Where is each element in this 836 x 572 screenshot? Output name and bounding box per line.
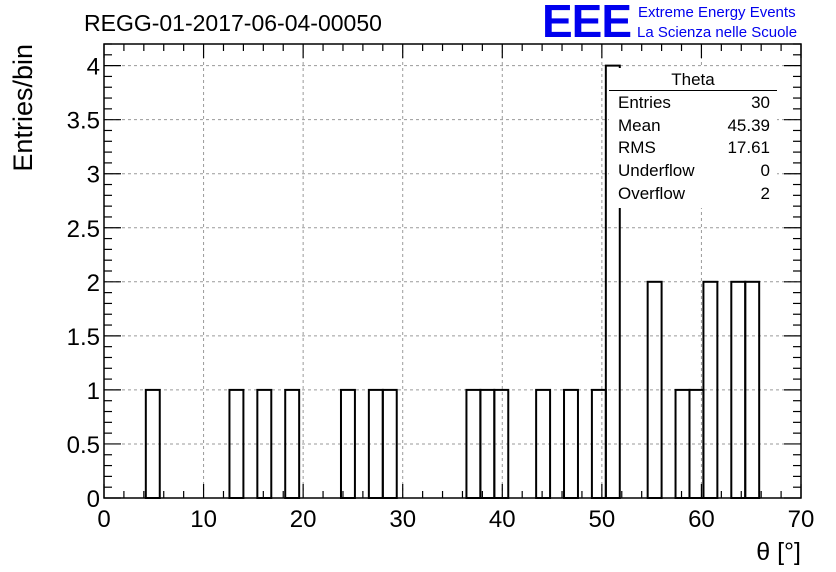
y-tick-label: 2 [87, 270, 100, 297]
y-tick-label: 2.5 [67, 216, 100, 243]
y-tick-label: 1.5 [67, 324, 100, 351]
x-tick-label: 10 [190, 506, 217, 533]
stat-row-underflow: Underflow 0 [618, 161, 770, 183]
stat-label: RMS [618, 138, 656, 157]
stat-row-rms: RMS 17.61 [618, 138, 770, 160]
y-tick-label: 3.5 [67, 108, 100, 135]
stat-label: Underflow [618, 161, 695, 180]
x-tick-label: 60 [688, 506, 715, 533]
y-tick-label: 4 [87, 54, 100, 81]
stat-value: 30 [751, 93, 770, 112]
stat-label: Entries [618, 93, 671, 112]
stats-divider [609, 90, 777, 91]
x-tick-label: 0 [97, 506, 110, 533]
brand-name: Extreme Energy Events [638, 4, 796, 21]
histogram-bar [256, 388, 273, 499]
histogram-bar [646, 280, 663, 499]
x-tick-label: 20 [290, 506, 317, 533]
x-axis-label: θ [°] [756, 538, 801, 566]
stat-row-mean: Mean 45.39 [618, 116, 770, 138]
stat-label: Mean [618, 116, 661, 135]
y-tick-label: 0 [87, 486, 100, 513]
stat-value: 45.39 [727, 116, 770, 135]
x-tick-label: 30 [389, 506, 416, 533]
y-tick-label: 1 [87, 378, 100, 405]
run-title: REGG-01-2017-06-04-00050 [84, 10, 382, 36]
eee-logo: EEE [542, 0, 632, 47]
x-tick-label: 50 [589, 506, 616, 533]
stat-value: 0 [760, 161, 770, 180]
brand-subtitle: La Scienza nelle Scuole [637, 24, 798, 41]
stats-title: Theta [671, 70, 715, 89]
grid-lines [104, 44, 801, 498]
stat-row-overflow: Overflow 2 [618, 184, 770, 206]
y-axis-label: Entries/bin [8, 44, 38, 172]
stat-label: Overflow [618, 184, 686, 203]
minor-ticks [103, 43, 802, 499]
x-tick-label: 70 [788, 506, 815, 533]
stat-row-entries: Entries 30 [618, 93, 770, 115]
y-tick-label: 3 [87, 162, 100, 189]
y-tick-label: 0.5 [67, 432, 100, 459]
stats-box: Theta Entries 30 Mean 45.39 RMS 17.61 Un… [609, 68, 777, 208]
histogram-bar [730, 280, 747, 499]
stat-value: 17.61 [727, 138, 770, 157]
stat-value: 2 [760, 184, 770, 203]
x-tick-label: 40 [489, 506, 516, 533]
plot-frame [103, 43, 802, 499]
